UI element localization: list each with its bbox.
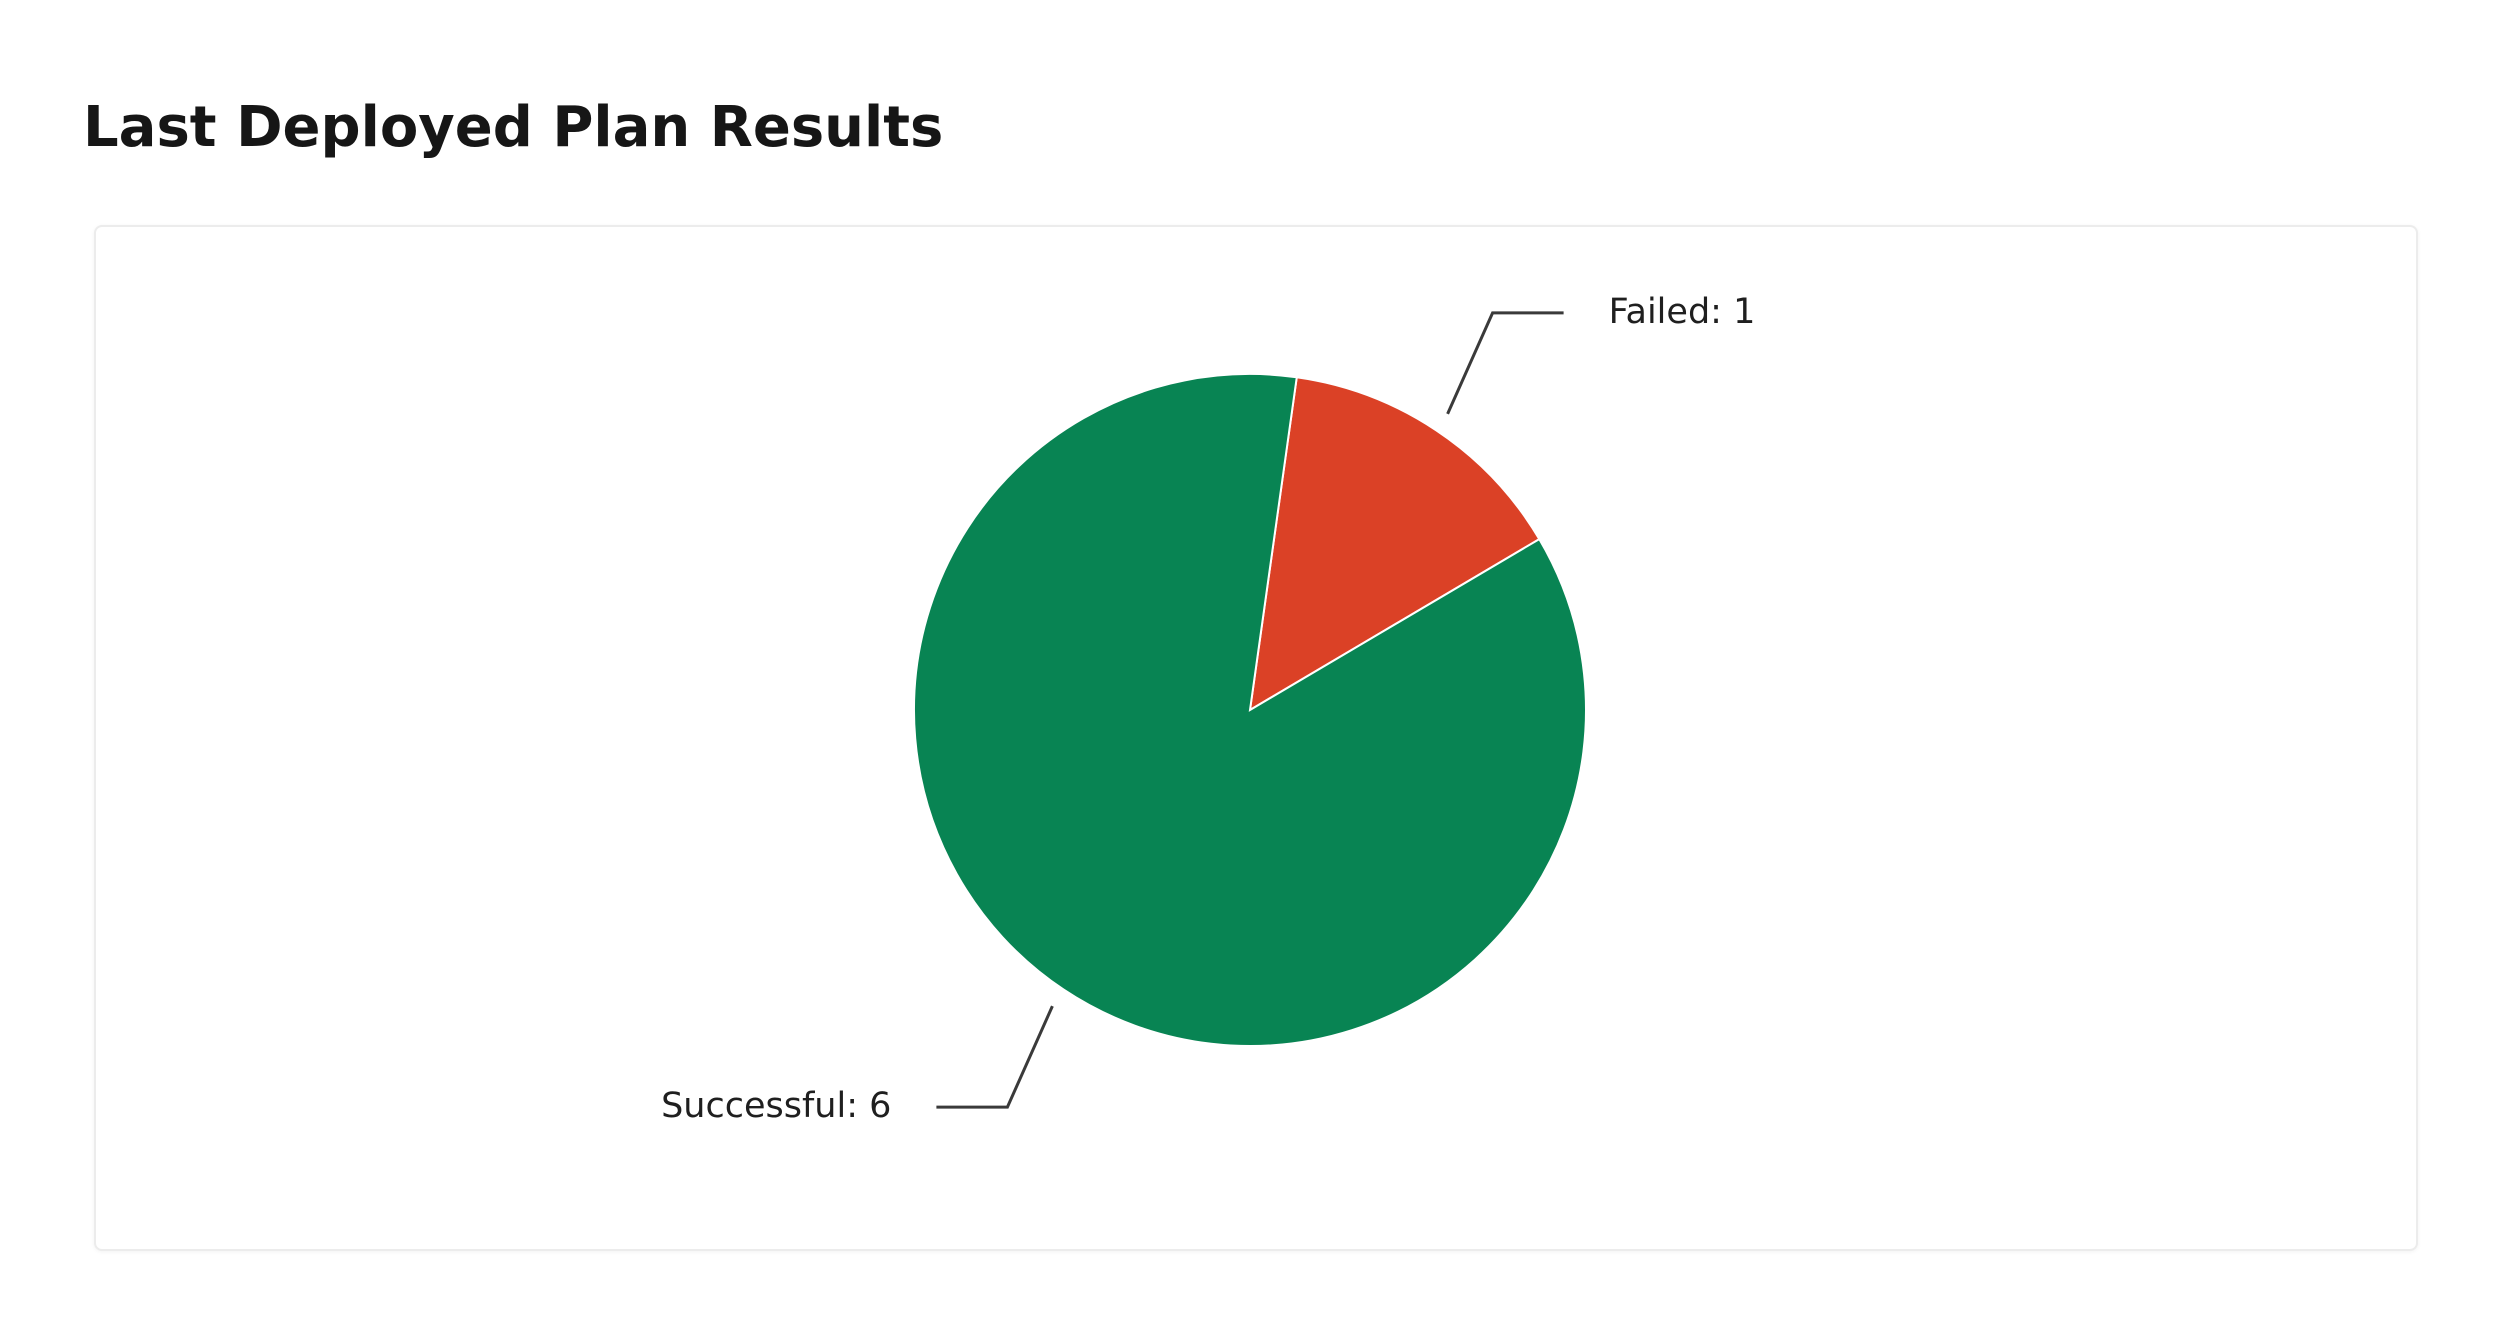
- data-label: Successful: 6: [661, 1086, 891, 1126]
- pie-slice: [913, 373, 1587, 1047]
- leader-line: [1446, 311, 1564, 415]
- leader-line: [936, 1005, 1054, 1109]
- chart-title: Last Deployed Plan Results: [83, 95, 944, 160]
- pie-slice: [1248, 376, 1541, 712]
- chart: Failed: 1 Successful: 6: [661, 292, 1756, 1126]
- data-label: Failed: 1: [1609, 292, 1756, 332]
- chart-card: Failed: 1 Successful: 6: [94, 225, 2418, 1251]
